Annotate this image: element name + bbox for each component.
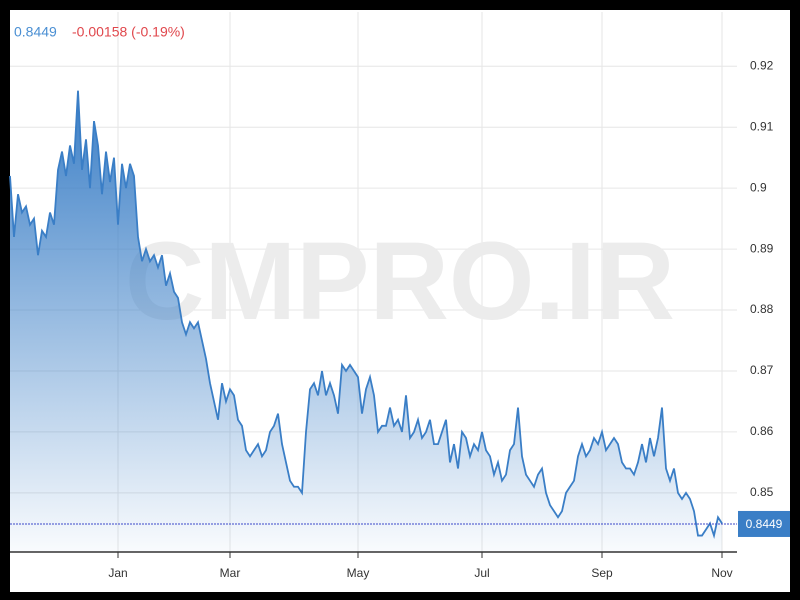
x-tick-label: Sep [591, 566, 613, 580]
x-tick-label: Mar [220, 566, 241, 580]
y-tick-label: 0.87 [750, 363, 774, 377]
y-tick-label: 0.89 [750, 241, 774, 255]
y-tick-label: 0.88 [750, 302, 774, 316]
y-tick-label: 0.91 [750, 119, 774, 133]
x-tick-label: May [347, 566, 370, 580]
y-tick-label: 0.86 [750, 424, 774, 438]
current-price-box [738, 510, 790, 537]
y-tick-label: 0.9 [750, 180, 767, 194]
x-tick-label: Jul [474, 566, 489, 580]
header-change: -0.00158 (-0.19%) [72, 24, 185, 40]
price-line [9, 90, 723, 539]
current-price-label: 0.8449 [746, 517, 783, 531]
header-price: 0.8449 [14, 24, 57, 40]
y-tick-label: 0.85 [750, 485, 774, 499]
watermark: CMPRO.IR [125, 220, 675, 343]
area-fill [10, 90, 722, 553]
y-tick-label: 0.92 [750, 58, 774, 72]
x-tick-label: Jan [108, 566, 127, 580]
x-tick-label: Nov [711, 566, 732, 580]
